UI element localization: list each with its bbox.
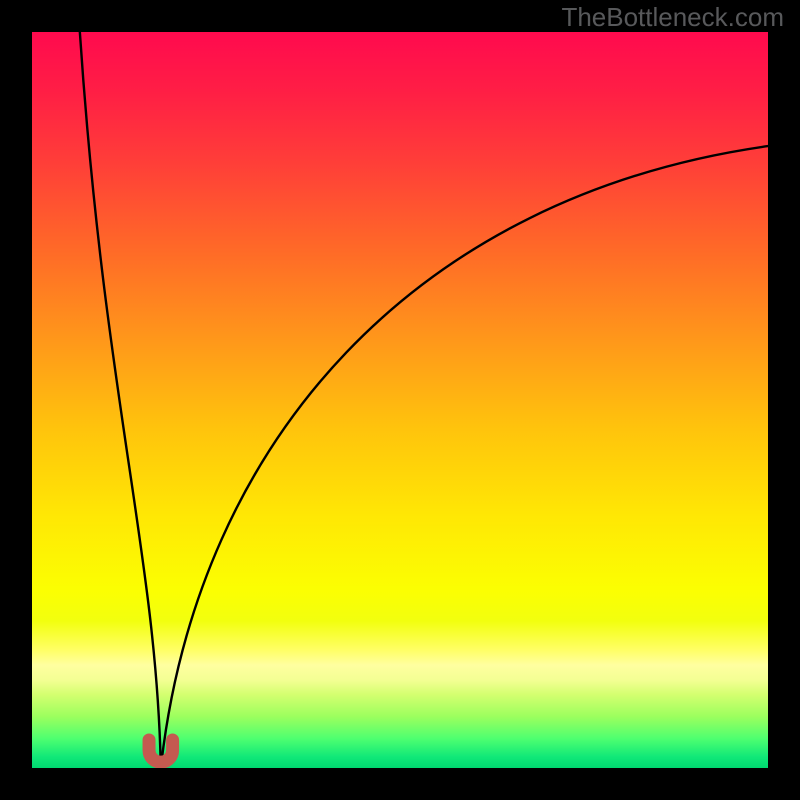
watermark-text: TheBottleneck.com bbox=[561, 2, 784, 33]
bottleneck-curve bbox=[32, 32, 768, 768]
plot-area bbox=[32, 32, 768, 768]
